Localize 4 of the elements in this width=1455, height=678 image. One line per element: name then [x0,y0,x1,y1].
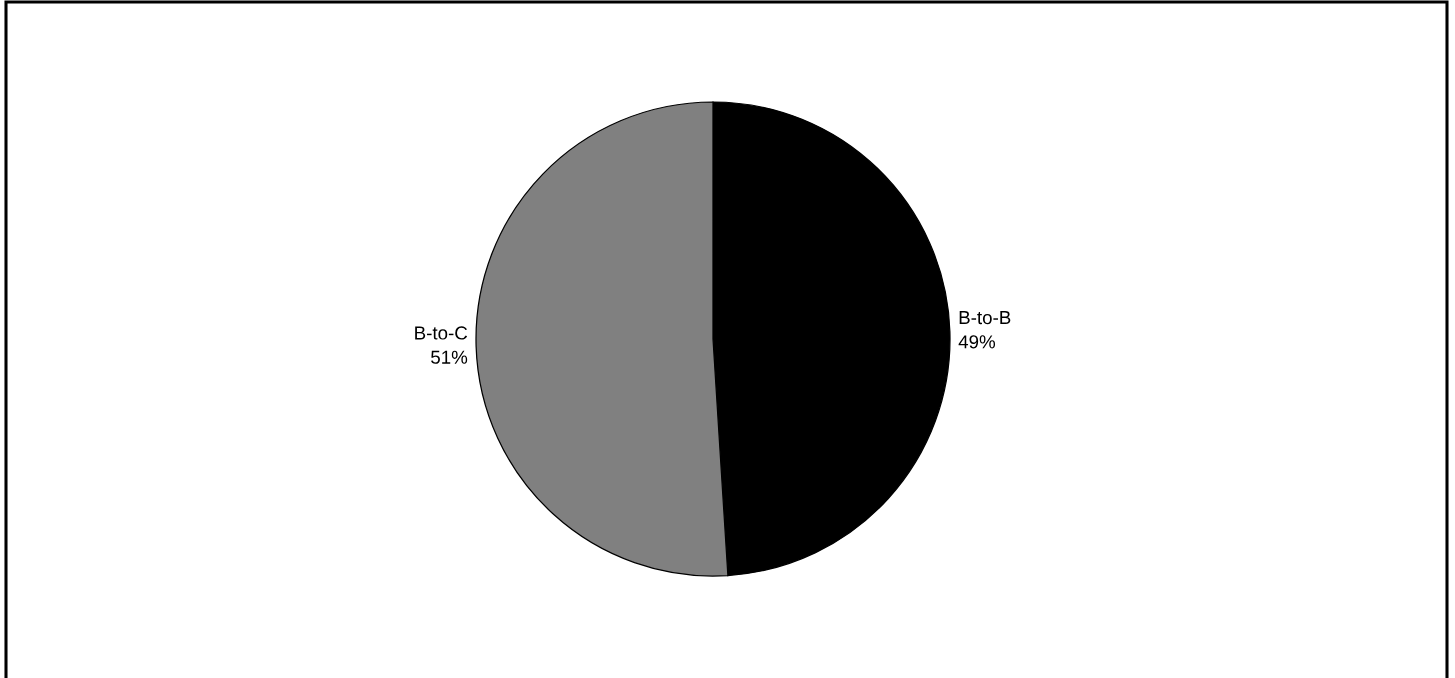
slice-label: B-to-B [959,311,1011,325]
data-label: 51% [431,350,468,364]
slice-label: B-to-C [415,326,468,340]
data-label: 49% [958,335,996,349]
